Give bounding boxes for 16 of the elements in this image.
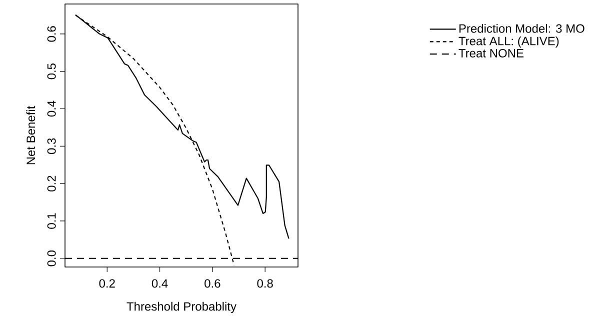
- y-tick-label: 0.5: [47, 64, 56, 80]
- x-tick-label: 0.4: [152, 279, 168, 288]
- x-tick-label: 0.8: [257, 279, 273, 288]
- y-tick-label: 0.0: [47, 250, 56, 266]
- y-tick-label: 0.3: [47, 138, 56, 154]
- x-tick-label: 0.2: [99, 279, 115, 288]
- x-axis-title: Threshold Probablity: [126, 302, 236, 314]
- y-tick-label: 0.2: [47, 176, 56, 192]
- legend-label: Treat ALL: (ALIVE): [458, 36, 559, 48]
- y-tick-label: 0.6: [47, 26, 56, 42]
- y-tick-label: 0.1: [47, 213, 56, 229]
- legend-label: Treat NONE: [458, 48, 524, 58]
- y-axis-title: Net Benefit: [26, 106, 36, 164]
- y-tick-label: 0.4: [47, 100, 56, 117]
- legend-label: Prediction Model: 3 MO: [459, 24, 584, 33]
- x-tick-label: 0.6: [204, 279, 220, 288]
